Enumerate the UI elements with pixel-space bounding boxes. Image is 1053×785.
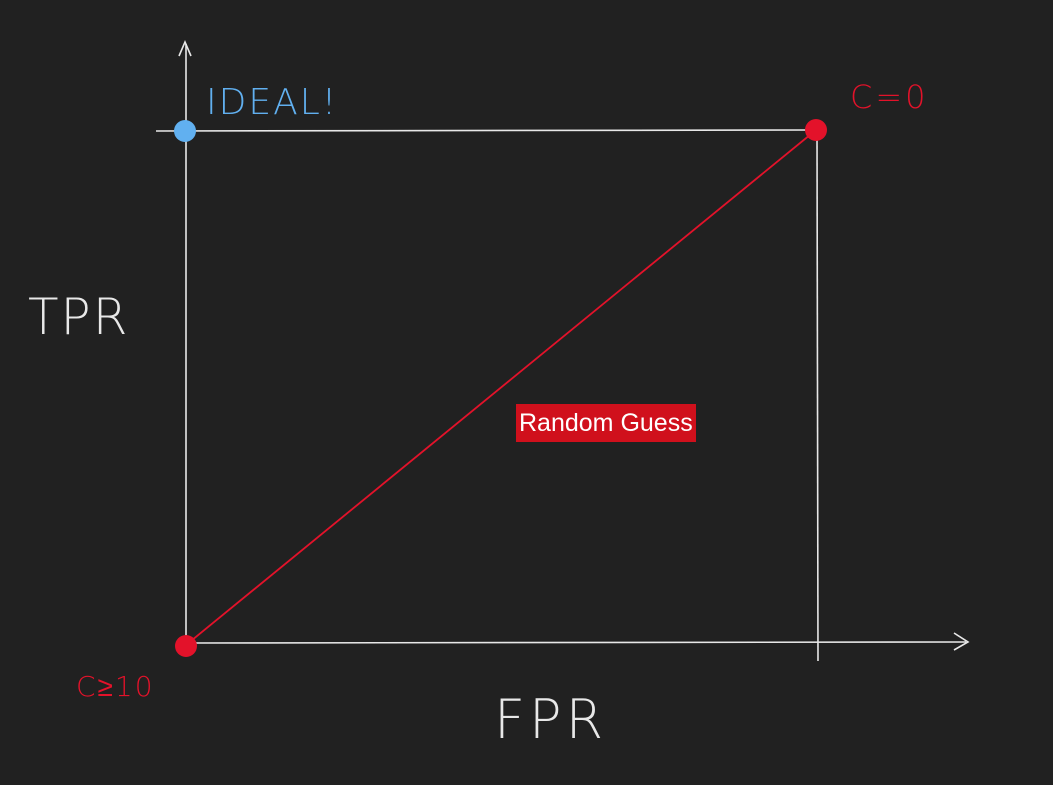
y-axis-arrowhead xyxy=(178,39,192,57)
top-boundary-line xyxy=(155,129,817,132)
c-high-label: C≥10 xyxy=(76,670,155,703)
c-zero-label: C=0 xyxy=(850,78,929,116)
c-high-point xyxy=(175,635,197,657)
x-axis xyxy=(185,641,967,644)
c-zero-point xyxy=(805,119,827,141)
y-axis-label: TPR xyxy=(28,288,129,346)
x-axis-arrowhead xyxy=(953,632,970,651)
ideal-point xyxy=(174,120,196,142)
ideal-label: IDEAL! xyxy=(206,82,338,123)
x-axis-label: FPR xyxy=(494,688,607,751)
right-boundary-line xyxy=(816,129,819,662)
random-guess-label: Random Guess xyxy=(516,404,696,442)
random-guess-diagonal xyxy=(185,129,817,646)
